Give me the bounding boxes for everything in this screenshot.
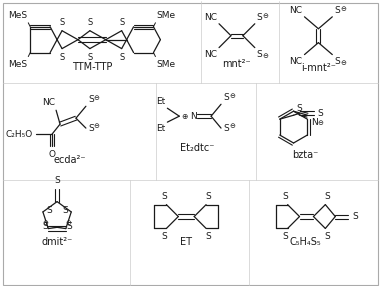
Text: ⊖: ⊖ <box>229 123 235 129</box>
Text: ⊖: ⊖ <box>263 13 269 19</box>
Text: ⊖: ⊖ <box>94 123 100 129</box>
Text: S: S <box>119 53 124 62</box>
Text: NC: NC <box>290 6 302 15</box>
Text: NC: NC <box>204 13 217 22</box>
Text: S: S <box>162 192 167 201</box>
Text: NC: NC <box>42 98 55 107</box>
Text: O: O <box>49 150 55 159</box>
Text: Et₂dtc⁻: Et₂dtc⁻ <box>180 143 214 153</box>
Text: ⊖: ⊖ <box>263 53 269 59</box>
Text: S: S <box>325 232 330 241</box>
Text: Et: Et <box>156 124 165 133</box>
Text: SMe: SMe <box>157 59 176 69</box>
Text: S: S <box>66 222 72 231</box>
Text: S: S <box>63 206 68 216</box>
Text: i-mnt²⁻: i-mnt²⁻ <box>301 63 336 73</box>
Text: ⊖: ⊖ <box>66 220 72 226</box>
Text: S: S <box>59 18 65 27</box>
Text: MeS: MeS <box>8 59 27 69</box>
Text: S: S <box>119 18 124 27</box>
Text: ⊖: ⊖ <box>229 93 235 99</box>
Text: S: S <box>46 206 52 216</box>
Text: mnt²⁻: mnt²⁻ <box>223 59 251 69</box>
Text: S: S <box>205 192 211 201</box>
Text: S: S <box>162 232 167 241</box>
Text: S: S <box>283 192 288 201</box>
Text: C₂H₅O: C₂H₅O <box>6 129 33 139</box>
Text: S: S <box>318 109 323 118</box>
Text: ⊖: ⊖ <box>340 6 346 12</box>
Text: ET: ET <box>180 237 192 247</box>
Text: NC: NC <box>290 57 302 65</box>
Text: S: S <box>334 57 340 65</box>
Text: bzta⁻: bzta⁻ <box>292 150 318 160</box>
Text: SMe: SMe <box>157 11 176 20</box>
Text: N: N <box>312 118 318 127</box>
Text: S: S <box>223 93 229 102</box>
Text: S: S <box>205 232 211 241</box>
Text: dmit²⁻: dmit²⁻ <box>41 237 73 247</box>
Text: S: S <box>257 13 263 22</box>
Text: N: N <box>190 112 197 121</box>
Text: S: S <box>88 95 93 104</box>
Text: S: S <box>334 6 340 15</box>
Text: ⊖: ⊖ <box>94 95 100 101</box>
Text: ⊖: ⊖ <box>317 120 323 126</box>
Text: ⊖: ⊖ <box>340 59 346 65</box>
Text: S: S <box>87 18 92 27</box>
Text: MeS: MeS <box>8 11 27 20</box>
Text: C₅H₄S₅: C₅H₄S₅ <box>290 237 321 247</box>
Text: S: S <box>42 222 48 231</box>
Text: S: S <box>283 232 288 241</box>
Text: NC: NC <box>204 50 217 59</box>
Text: ⊕: ⊕ <box>181 112 187 121</box>
Text: S: S <box>87 53 92 62</box>
Text: ⊖: ⊖ <box>43 220 48 226</box>
Text: S: S <box>352 212 358 221</box>
Text: S: S <box>297 104 302 113</box>
Text: S: S <box>88 124 93 133</box>
Text: S: S <box>59 53 65 62</box>
Text: S: S <box>325 192 330 201</box>
Text: ecda²⁻: ecda²⁻ <box>54 155 86 165</box>
Text: TTM-TTP: TTM-TTP <box>72 63 112 73</box>
Text: S: S <box>54 176 60 185</box>
Text: Et: Et <box>156 97 165 106</box>
Text: S: S <box>223 124 229 133</box>
Text: S: S <box>257 50 263 59</box>
